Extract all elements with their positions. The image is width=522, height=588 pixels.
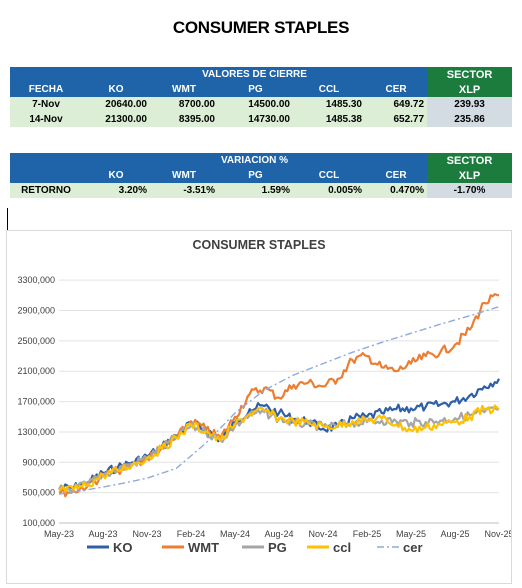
table-row: RETORNO 3.20% -3.51% 1.59% 0.005% 0.470%…: [10, 183, 512, 198]
x-tick-label: Aug-23: [88, 529, 117, 539]
series-line-cer: [58, 306, 500, 495]
variation-header: VARIACION %: [82, 153, 427, 168]
cell-xlp[interactable]: 239.93: [427, 97, 513, 112]
sector-header: SECTOR: [427, 67, 513, 82]
cell-ko[interactable]: 20640.00: [82, 97, 150, 112]
x-tick-label: Feb-25: [353, 529, 382, 539]
cell-xlp[interactable]: 235.86: [427, 112, 513, 127]
legend-label: ccl: [333, 540, 351, 555]
chart-title: CONSUMER STAPLES: [192, 238, 325, 252]
y-tick-label: 2500,000: [17, 336, 55, 346]
x-tick-label: Aug-25: [440, 529, 469, 539]
cell-ko[interactable]: 3.20%: [82, 183, 150, 198]
table-row: 7-Nov 20640.00 8700.00 14500.00 1485.30 …: [10, 97, 513, 112]
cell-pg[interactable]: 1.59%: [218, 183, 293, 198]
cell-wmt[interactable]: 8395.00: [150, 112, 218, 127]
cell-wmt[interactable]: -3.51%: [150, 183, 218, 198]
x-tick-label: Nov-25: [484, 529, 511, 539]
y-tick-label: 3300,000: [17, 275, 55, 285]
cell-ko[interactable]: 21300.00: [82, 112, 150, 127]
cell-fecha[interactable]: 7-Nov: [10, 97, 82, 112]
x-tick-label: Feb-24: [177, 529, 206, 539]
variation-table: VARIACION % SECTOR KO WMT PG CCL CER XLP…: [10, 153, 512, 198]
chart-container[interactable]: CONSUMER STAPLES 100,000 500,000 900,000 13…: [6, 230, 514, 584]
header-spacer: [10, 153, 82, 168]
cell-cer[interactable]: 0.470%: [365, 183, 427, 198]
cell-ccl[interactable]: 1485.38: [293, 112, 365, 127]
y-tick-label: 2900,000: [17, 306, 55, 316]
series-line-ccl: [58, 404, 500, 493]
col-cer: CER: [365, 82, 428, 97]
y-tick-label: 100,000: [22, 518, 55, 528]
y-tick-label: 1300,000: [17, 427, 55, 437]
cell-wmt[interactable]: 8700.00: [150, 97, 218, 112]
line-chart: CONSUMER STAPLES 100,000 500,000 900,000 13…: [17, 238, 513, 555]
cell-retorno-label[interactable]: RETORNO: [10, 183, 82, 198]
legend-label: WMT: [188, 540, 219, 555]
x-tick-label: May-24: [220, 529, 250, 539]
sector-header: SECTOR: [427, 153, 512, 168]
x-tick-label: Nov-24: [308, 529, 337, 539]
col-pg: PG: [218, 168, 293, 183]
header-spacer: [10, 67, 82, 82]
table-row: 14-Nov 21300.00 8395.00 14730.00 1485.38…: [10, 112, 513, 127]
legend-label: cer: [403, 540, 423, 555]
y-tick-label: 1700,000: [17, 397, 55, 407]
col-ccl: CCL: [293, 168, 365, 183]
sector-xlp-header: XLP: [427, 168, 512, 183]
sector-xlp-header: XLP: [427, 82, 513, 97]
closing-values-table: VALORES DE CIERRE SECTOR FECHA KO WMT PG…: [10, 67, 513, 127]
x-tick-label: May-23: [44, 529, 74, 539]
col-pg: PG: [218, 82, 293, 97]
col-ko: KO: [82, 82, 150, 97]
x-tick-label: May-25: [396, 529, 426, 539]
y-tick-label: 900,000: [22, 457, 55, 467]
header-spacer: [10, 168, 82, 183]
col-ko: KO: [82, 168, 150, 183]
y-tick-label: 2100,000: [17, 366, 55, 376]
col-cer: CER: [365, 168, 427, 183]
y-tick-label: 500,000: [22, 488, 55, 498]
closing-values-header: VALORES DE CIERRE: [82, 67, 428, 82]
series-line-pg: [58, 406, 500, 494]
cell-xlp[interactable]: -1.70%: [427, 183, 512, 198]
col-ccl: CCL: [293, 82, 365, 97]
cell-pg[interactable]: 14500.00: [218, 97, 293, 112]
page-title: CONSUMER STAPLES: [172, 18, 350, 37]
x-tick-label: Nov-23: [132, 529, 161, 539]
series-line-ko: [58, 378, 500, 491]
text-cursor: [7, 208, 8, 230]
col-fecha: FECHA: [10, 82, 82, 97]
cell-cer[interactable]: 652.77: [365, 112, 428, 127]
cell-fecha[interactable]: 14-Nov: [10, 112, 82, 127]
col-wmt: WMT: [150, 82, 218, 97]
cell-cer[interactable]: 649.72: [365, 97, 428, 112]
cell-ccl[interactable]: 1485.30: [293, 97, 365, 112]
x-tick-label: Aug-24: [264, 529, 293, 539]
legend-label: KO: [113, 540, 133, 555]
cell-pg[interactable]: 14730.00: [218, 112, 293, 127]
col-wmt: WMT: [150, 168, 218, 183]
legend-label: PG: [268, 540, 287, 555]
cell-ccl[interactable]: 0.005%: [293, 183, 365, 198]
